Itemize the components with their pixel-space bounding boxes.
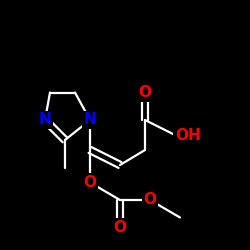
Text: O: O (138, 85, 151, 100)
Text: O: O (114, 220, 126, 235)
Text: OH: OH (175, 128, 201, 142)
Text: N: N (84, 112, 96, 128)
Text: N: N (38, 112, 52, 128)
Text: O: O (144, 192, 156, 208)
Text: O: O (84, 175, 96, 190)
